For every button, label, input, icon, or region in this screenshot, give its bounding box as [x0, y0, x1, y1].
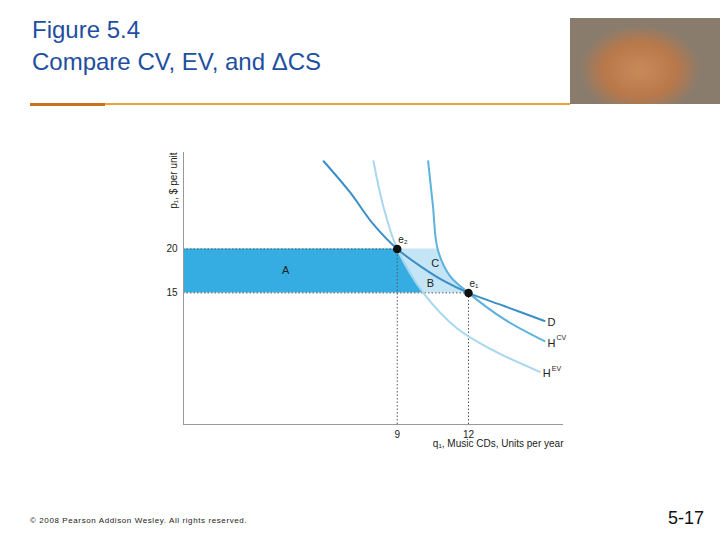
- html-text:Figure 5.4: Figure 5.4: [32, 16, 141, 43]
- html-text:© 2008 Pearson Addison Wesley.: © 2008 Pearson Addison Wesley. All right…: [30, 516, 248, 525]
- svg-text:H: H: [548, 337, 556, 349]
- svg-text:e₂: e₂: [398, 234, 408, 245]
- svg-text:A: A: [282, 264, 290, 276]
- svg-text:CV: CV: [557, 334, 567, 341]
- svg-text:B: B: [427, 277, 434, 289]
- svg-text:C: C: [431, 257, 439, 269]
- svg-text:q₁, Music CDs, Units per year: q₁, Music CDs, Units per year: [433, 438, 564, 449]
- svg-text:e₁: e₁: [470, 278, 480, 289]
- svg-text:H: H: [543, 367, 551, 379]
- svg-text:D: D: [548, 316, 556, 328]
- svg-text:9: 9: [394, 429, 400, 440]
- svg-text:12: 12: [462, 428, 475, 440]
- svg-text:p₁, $ per unit: p₁, $ per unit: [168, 152, 179, 208]
- svg-text:15: 15: [166, 287, 178, 298]
- html-text:Compare CV, EV, and ΔCS: Compare CV, EV, and ΔCS: [32, 48, 322, 75]
- svg-text:EV: EV: [552, 365, 562, 372]
- html-text:5-17: 5-17: [668, 508, 704, 528]
- svg-text:20: 20: [166, 243, 178, 254]
